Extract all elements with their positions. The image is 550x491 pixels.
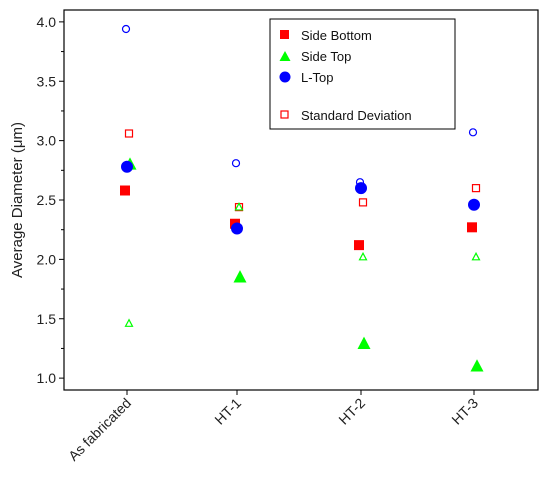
data-point-side-top [470, 359, 484, 372]
std-dev-point-side-bottom [358, 198, 368, 207]
std-dev-point-l-top [231, 159, 241, 168]
y-tick-label: 2.5 [37, 192, 57, 208]
data-point-l-top [231, 222, 243, 235]
legend-label-side-bottom: Side Bottom [301, 28, 372, 43]
std-dev-point-side-top [234, 202, 244, 211]
x-tick-label: HT-2 [335, 395, 368, 428]
x-tick-label: HT-1 [211, 395, 244, 428]
std-dev-point-l-top [468, 128, 478, 137]
legend-marker-l-top [279, 71, 291, 83]
legend-label-std-dev: Standard Deviation [301, 108, 412, 123]
y-tick-label: 1.5 [37, 311, 57, 327]
legend-label-l-top: L-Top [301, 70, 334, 85]
std-dev-point-side-top [124, 318, 134, 327]
data-point-side-bottom [354, 240, 364, 251]
x-tick-label: HT-3 [448, 395, 481, 428]
legend: Side Bottom Side Top L-Top Standard Devi… [269, 18, 456, 130]
y-axis-title: Average Diameter (μm) [9, 122, 26, 278]
y-tick-label: 3.5 [37, 73, 57, 89]
std-dev-point-side-bottom [124, 129, 134, 138]
std-dev-point-side-bottom [471, 184, 481, 193]
x-tick-label: As fabricated [65, 395, 134, 464]
std-dev-point-side-top [358, 251, 368, 261]
y-tick-label: 4.0 [37, 14, 57, 30]
legend-marker-side-bottom [280, 30, 289, 39]
data-point-l-top [355, 182, 367, 195]
data-points [120, 24, 484, 372]
y-tick-label: 2.0 [37, 251, 57, 267]
legend-marker-std-dev [280, 110, 289, 119]
y-tick-label: 3.0 [37, 133, 57, 149]
data-point-side-top [357, 336, 371, 349]
std-dev-point-l-top [121, 24, 131, 34]
legend-frame [269, 18, 456, 130]
data-point-l-top [121, 160, 133, 173]
data-point-l-top [468, 198, 480, 211]
data-point-side-top [233, 270, 247, 283]
legend-label-side-top: Side Top [301, 49, 351, 64]
data-point-side-bottom [467, 222, 477, 233]
data-point-side-bottom [120, 185, 130, 196]
std-dev-point-side-top [471, 251, 481, 261]
legend-marker-side-top [279, 51, 291, 61]
y-tick-label: 1.0 [37, 370, 57, 386]
